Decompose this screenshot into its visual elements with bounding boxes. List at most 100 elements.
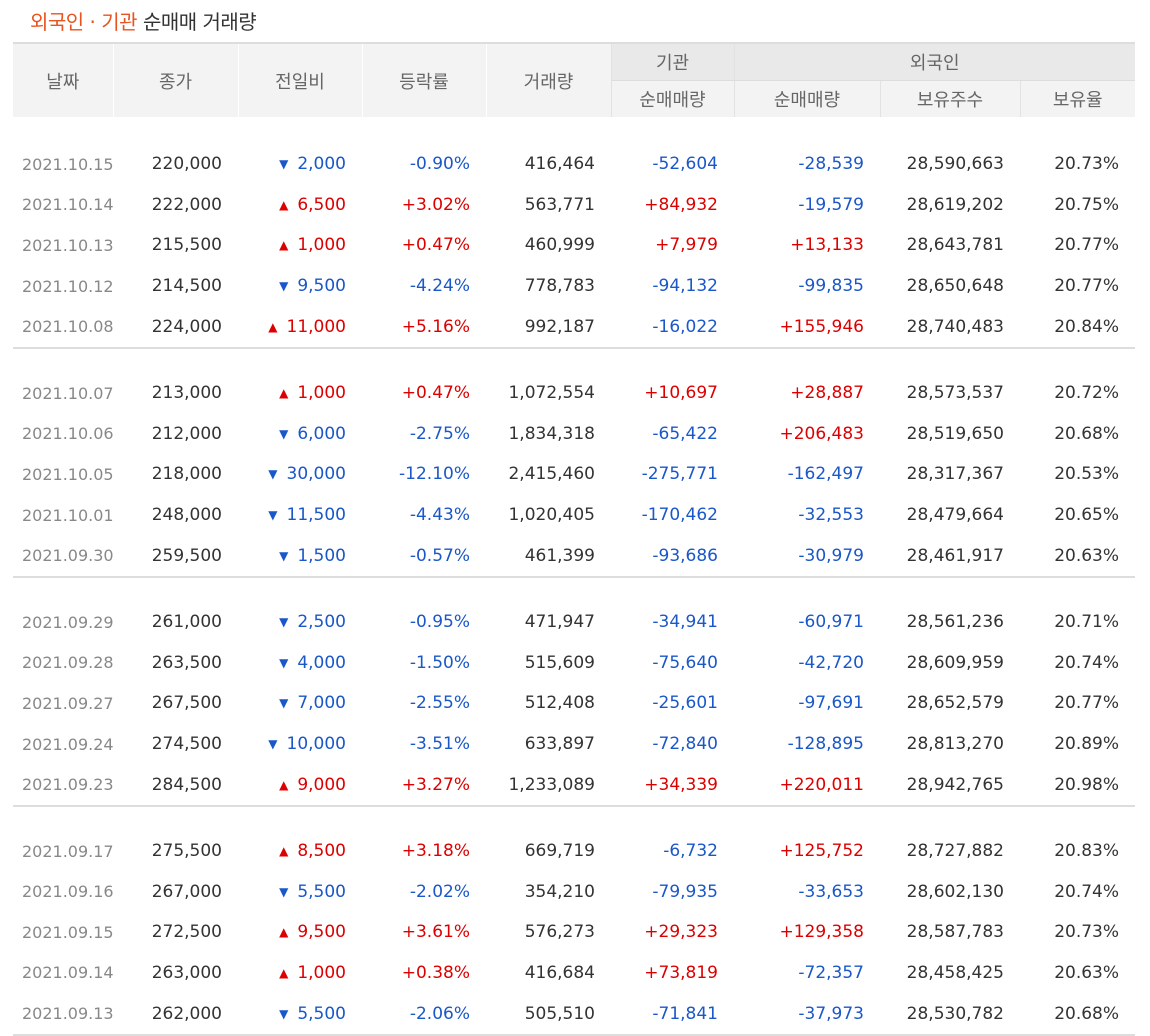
cell-change: ▼ 5,500 (238, 872, 362, 913)
change-value: 1,000 (297, 962, 346, 983)
cell-foreign-ratio: 20.74% (1054, 652, 1120, 673)
cell-change: ▲ 9,000 (238, 764, 362, 806)
cell-volume: 669,719 (524, 841, 595, 862)
down-triangle-icon: ▼ (268, 508, 278, 523)
cell-foreign-ratio: 20.73% (1054, 922, 1120, 943)
header-foreign-shares: 보유주수 (879, 80, 1020, 117)
cell-foreign-shares: 28,727,882 (906, 841, 1004, 862)
cell-rate: +0.38% (401, 962, 470, 983)
cell-date: 2021.10.14 (22, 195, 114, 215)
page-title: 외국인 · 기관 순매매 거래량 (30, 6, 257, 35)
group-divider (13, 575, 1136, 602)
cell-inst-net: -94,132 (652, 276, 718, 297)
table-row: 2021.10.14 222,000 ▲ 6,500 +3.02% 563,771 +84,… (13, 185, 1135, 226)
cell-foreign-net: -72,357 (798, 962, 864, 983)
cell-foreign-shares: 28,530,782 (880, 993, 1020, 1036)
cell-foreign-ratio: 20.77% (1054, 276, 1120, 297)
cell-date: 2021.10.01 (22, 505, 114, 525)
cell-foreign-ratio: 20.63% (1054, 962, 1120, 983)
cell-foreign-shares: 28,813,270 (906, 734, 1004, 755)
cell-rate: +3.27% (401, 774, 470, 795)
cell-inst-net: -34,941 (652, 612, 718, 633)
down-triangle-icon: ▼ (268, 737, 278, 752)
cell-close: 213,000 (151, 383, 222, 404)
table-row: 2021.09.16 267,000 ▼ 5,500 -2.02% 354,210 -79,… (13, 872, 1135, 913)
cell-volume: 633,897 (524, 734, 595, 755)
cell-close: 224,000 (151, 316, 222, 337)
cell-foreign-ratio: 20.68% (1020, 993, 1136, 1036)
cell-close: 222,000 (151, 194, 222, 215)
cell-close: 284,500 (151, 774, 222, 795)
table-row: 2021.09.30 259,500 ▼ 1,500 -0.57% 461,399 -93,… (13, 535, 1135, 577)
cell-foreign-shares: 28,573,537 (906, 383, 1004, 404)
cell-rate: +3.18% (401, 841, 470, 862)
down-triangle-icon: ▼ (279, 615, 289, 630)
up-triangle-icon: ▲ (279, 238, 289, 253)
cell-foreign-shares: 28,479,664 (906, 505, 1004, 526)
header-close: 종가 (112, 42, 238, 117)
change-value: 9,500 (297, 922, 346, 943)
up-triangle-icon: ▲ (279, 386, 289, 401)
cell-inst-net: -71,841 (611, 993, 734, 1036)
cell-volume: 515,609 (524, 652, 595, 673)
cell-close: 248,000 (151, 505, 222, 526)
cell-foreign-net: -162,497 (787, 464, 864, 485)
cell-foreign-net: -99,835 (798, 276, 864, 297)
cell-rate: -3.51% (409, 734, 470, 755)
up-triangle-icon: ▲ (268, 319, 278, 334)
cell-foreign-net: -42,720 (798, 652, 864, 673)
cell-date: 2021.10.13 (22, 235, 114, 255)
table-row: 2021.10.15 220,000 ▼ 2,000 -0.90% 416,464 -52,… (13, 144, 1135, 185)
cell-change: ▼ 4,000 (238, 643, 362, 684)
cell-foreign-ratio: 20.77% (1054, 693, 1120, 714)
cell-volume: 576,273 (524, 922, 595, 943)
change-value: 9,000 (297, 774, 346, 795)
cell-date: 2021.10.05 (22, 464, 114, 484)
cell-foreign-net: +155,946 (779, 316, 864, 337)
down-triangle-icon: ▼ (268, 467, 278, 482)
down-triangle-icon: ▼ (279, 884, 289, 899)
cell-inst-net: -79,935 (652, 881, 718, 902)
cell-foreign-ratio: 20.84% (1054, 316, 1120, 337)
change-value: 1,000 (297, 235, 346, 256)
cell-inst-net: +29,323 (644, 922, 718, 943)
cell-inst-net: +10,697 (644, 383, 718, 404)
table-row: 2021.09.28 263,500 ▼ 4,000 -1.50% 515,609 -75,… (13, 643, 1135, 684)
cell-volume: 563,771 (524, 194, 595, 215)
cell-foreign-ratio: 20.77% (1054, 235, 1120, 256)
cell-rate: -2.06% (362, 993, 486, 1036)
cell-foreign-shares: 28,317,367 (906, 464, 1004, 485)
cell-foreign-ratio: 20.68% (1054, 423, 1120, 444)
down-triangle-icon: ▼ (279, 548, 289, 563)
cell-foreign-ratio: 20.72% (1054, 383, 1120, 404)
cell-foreign-ratio: 20.98% (1054, 774, 1120, 795)
cell-close: 215,500 (151, 235, 222, 256)
down-triangle-icon: ▼ (279, 655, 289, 670)
cell-close: 218,000 (151, 464, 222, 485)
cell-foreign-ratio: 20.71% (1054, 612, 1120, 633)
cell-foreign-ratio: 20.63% (1054, 545, 1120, 566)
cell-foreign-net: +13,133 (790, 235, 864, 256)
cell-foreign-shares: 28,740,483 (906, 316, 1004, 337)
table-row: 2021.09.14 263,000 ▲ 1,000 +0.38% 416,684 +73,… (13, 953, 1135, 994)
table-header: 날짜 종가 전일비 등락률 거래량 기관 외국인 순매매량 순매매량 보유주수 … (13, 42, 1136, 117)
cell-foreign-net: -33,653 (798, 881, 864, 902)
cell-foreign-shares: 28,458,425 (906, 962, 1004, 983)
table-row: 2021.09.27 267,500 ▼ 7,000 -2.55% 512,408 -25,… (13, 683, 1135, 724)
table-row: 2021.09.24 274,500 ▼ 10,000 -3.51% 633,897 -72… (13, 724, 1135, 765)
cell-change: ▲ 1,000 (238, 953, 362, 994)
cell-rate: -0.95% (409, 612, 470, 633)
cell-date: 2021.09.29 (22, 612, 114, 632)
cell-foreign-net: -28,539 (798, 154, 864, 175)
change-value: 8,500 (297, 841, 346, 862)
change-value: 6,500 (297, 194, 346, 215)
table-row: 2021.09.17 275,500 ▲ 8,500 +3.18% 669,719 -6,7… (13, 831, 1135, 872)
title-main: 순매매 거래량 (142, 10, 257, 34)
cell-close: 263,000 (151, 962, 222, 983)
cell-date: 2021.09.15 (22, 922, 114, 942)
cell-volume: 778,783 (524, 276, 595, 297)
header-date: 날짜 (13, 42, 113, 117)
up-triangle-icon: ▲ (279, 197, 289, 212)
cell-change: ▼ 2,000 (238, 144, 362, 185)
header-foreign: 외국인 (733, 42, 1136, 81)
